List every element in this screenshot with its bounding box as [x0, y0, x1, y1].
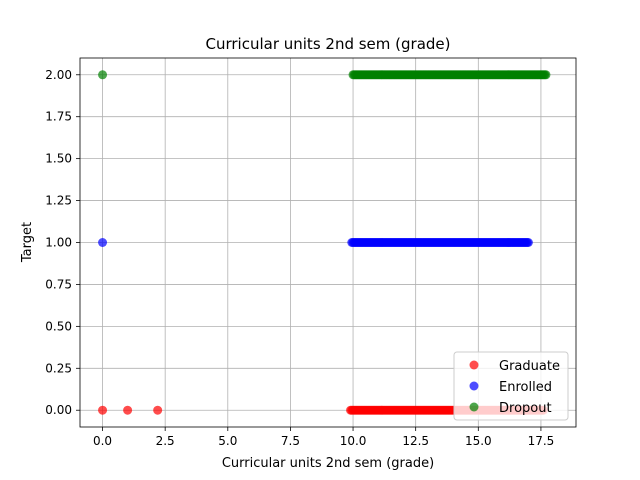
- data-point-enrolled: [98, 238, 108, 247]
- y-tick-label: 0.25: [45, 361, 72, 375]
- x-axis-label: Curricular units 2nd sem (grade): [222, 456, 434, 471]
- x-tick-label: 12.5: [402, 434, 429, 448]
- x-tick-label: 7.5: [281, 434, 300, 448]
- legend-label-dropout: Dropout: [499, 401, 552, 416]
- y-tick-label: 1.25: [45, 194, 72, 208]
- data-point-graduate: [153, 405, 163, 415]
- y-axis-label: Target: [20, 222, 35, 263]
- axis-ticks: 0.0 2.5 5.0 7.5 10.0 12.5 15.0 17.5 0.00 0.25 0.50…: [45, 68, 554, 448]
- y-tick-label: 0.50: [45, 319, 72, 333]
- x-tick-label: 0.0: [93, 434, 112, 448]
- data-point-graduate: [98, 405, 108, 415]
- legend-label-graduate: Graduate: [499, 359, 560, 374]
- data-point-dropout: [541, 70, 551, 80]
- legend-marker-dropout: [469, 402, 479, 412]
- data-point-dropout: [98, 70, 108, 80]
- y-tick-label: 1.50: [45, 152, 72, 166]
- legend-label-enrolled: Enrolled: [499, 380, 552, 395]
- x-tick-label: 2.5: [156, 434, 175, 448]
- legend-marker-enrolled: [469, 381, 479, 391]
- chart-title: Curricular units 2nd sem (grade): [205, 35, 450, 53]
- x-tick-label: 10.0: [340, 434, 367, 448]
- legend: Graduate Enrolled Dropout: [453, 351, 569, 421]
- x-tick-label: 17.5: [528, 434, 555, 448]
- y-tick-label: 2.00: [45, 68, 72, 82]
- legend-box: [453, 351, 569, 421]
- y-tick-label: 1.00: [45, 236, 72, 250]
- y-tick-label: 1.75: [45, 110, 72, 124]
- y-tick-label: 0.75: [45, 277, 72, 291]
- y-tick-label: 0.00: [45, 403, 72, 417]
- x-tick-label: 5.0: [218, 434, 237, 448]
- x-tick-label: 15.0: [465, 434, 492, 448]
- data-point-graduate: [123, 405, 133, 415]
- legend-marker-graduate: [469, 360, 479, 370]
- data-point-enrolled: [523, 238, 533, 247]
